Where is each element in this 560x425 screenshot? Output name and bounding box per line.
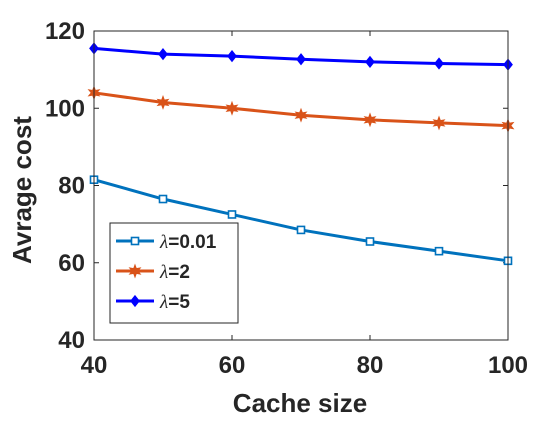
legend-lambda-symbol: λ [159, 232, 168, 253]
legend-label-value: =2 [168, 262, 190, 283]
x-axis-ticks: 40 60 80 100 [81, 31, 528, 379]
legend-label-value: =0.01 [168, 232, 217, 253]
legend-label-value: =5 [168, 292, 190, 313]
data-point-s1-4 [363, 112, 377, 128]
data-point-s2-2 [227, 49, 237, 63]
data-point-s2-3 [296, 53, 306, 66]
x-axis-title: Cache size [233, 388, 367, 418]
legend-label-2: λ=5 [159, 292, 190, 313]
x-tick-label: 100 [488, 352, 528, 379]
y-tick-label: 100 [45, 95, 85, 122]
y-axis-ticks: 40 60 80 100 120 [45, 18, 508, 354]
data-point-s1-3 [294, 107, 308, 123]
data-point-s0-4 [365, 237, 375, 246]
legend-marker-0 [130, 236, 140, 246]
data-point-s1-1 [156, 95, 170, 110]
legend-lambda-symbol: λ [159, 292, 168, 313]
legend-marker-1 [128, 263, 142, 279]
y-tick-label: 120 [45, 18, 85, 45]
legend-label-1: λ=2 [159, 262, 190, 283]
x-tick-label: 60 [219, 352, 246, 379]
data-point-s0-3 [296, 225, 306, 235]
legend-label-0: λ=0.01 [159, 232, 217, 253]
y-tick-label: 80 [58, 173, 85, 200]
data-point-s0-5 [434, 246, 444, 256]
data-point-s1-2 [225, 100, 239, 116]
y-tick-label: 40 [58, 327, 85, 354]
x-tick-label: 40 [81, 352, 108, 379]
data-point-s2-4 [365, 55, 375, 69]
y-tick-label: 60 [58, 250, 85, 277]
data-point-s0-2 [227, 210, 237, 219]
data-point-s2-5 [434, 57, 444, 70]
x-tick-label: 80 [357, 352, 384, 379]
plot-frame [93, 30, 509, 341]
legend-marker-2 [130, 294, 140, 308]
legend: λ=0.01λ=2λ=5 [109, 222, 239, 324]
data-point-s2-1 [158, 48, 168, 61]
data-point-s0-1 [158, 194, 168, 204]
y-axis-title: Avrage cost [7, 116, 37, 264]
data-point-s1-5 [432, 115, 446, 131]
legend-lambda-symbol: λ [159, 262, 168, 283]
